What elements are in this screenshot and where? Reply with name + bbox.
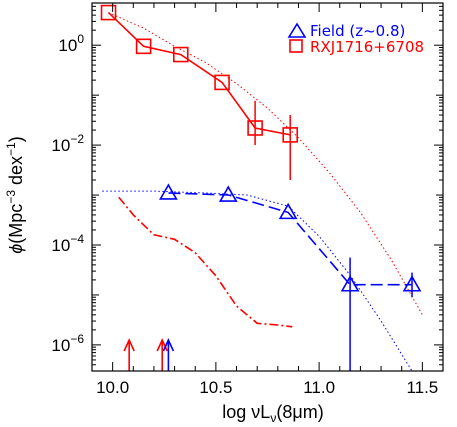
x-tick-label: 11.5 xyxy=(406,378,438,397)
data-point-square xyxy=(135,38,152,55)
fit-curve-2 xyxy=(118,196,293,328)
axis-ticks: 10.0 10.5 11.0 11.5 100 10−2 10−4 10−6 xyxy=(51,2,444,397)
data-point-triangle xyxy=(340,275,360,292)
data-series xyxy=(100,4,422,371)
legend-square-icon xyxy=(289,39,303,53)
data-point-square xyxy=(247,120,263,136)
x-tick-label: 10.5 xyxy=(199,378,232,397)
limit-arrow-head xyxy=(123,338,135,352)
plot-frame xyxy=(91,2,444,372)
data-point-triangle xyxy=(159,183,178,200)
data-point-square xyxy=(100,4,117,21)
legend-label-field: Field (z~0.8) xyxy=(310,22,405,40)
fit-curve-0 xyxy=(108,12,423,316)
legend: Field (z~0.8) RXJ1716+6708 xyxy=(287,22,424,56)
y-tick-label: 10−2 xyxy=(51,132,84,155)
limit-arrows xyxy=(123,338,175,371)
data-point-triangle xyxy=(218,185,238,202)
limit-arrow-head xyxy=(162,338,175,352)
data-point-triangle xyxy=(402,275,422,292)
fit-curves xyxy=(102,12,423,372)
x-tick-label: 11.0 xyxy=(303,378,335,397)
data-point-triangle xyxy=(278,202,298,220)
y-tick-label: 10−4 xyxy=(51,232,84,255)
data-point-square xyxy=(214,74,230,91)
series-line-1 xyxy=(168,192,412,286)
y-tick-label: 100 xyxy=(58,32,84,55)
legend-label-cluster: RXJ1716+6708 xyxy=(310,38,424,56)
x-axis-title: log νLν(8μm) xyxy=(222,402,323,425)
legend-triangle-icon xyxy=(287,22,307,38)
data-point-square xyxy=(172,46,189,63)
x-tick-label: 10.0 xyxy=(96,378,129,397)
series-line-0 xyxy=(107,12,291,136)
y-tick-label: 10−6 xyxy=(51,332,84,355)
data-point-square xyxy=(282,127,299,143)
fit-curve-1 xyxy=(102,190,413,372)
y-axis-title: ϕ(Mpc−3 dex−1) xyxy=(4,136,26,253)
